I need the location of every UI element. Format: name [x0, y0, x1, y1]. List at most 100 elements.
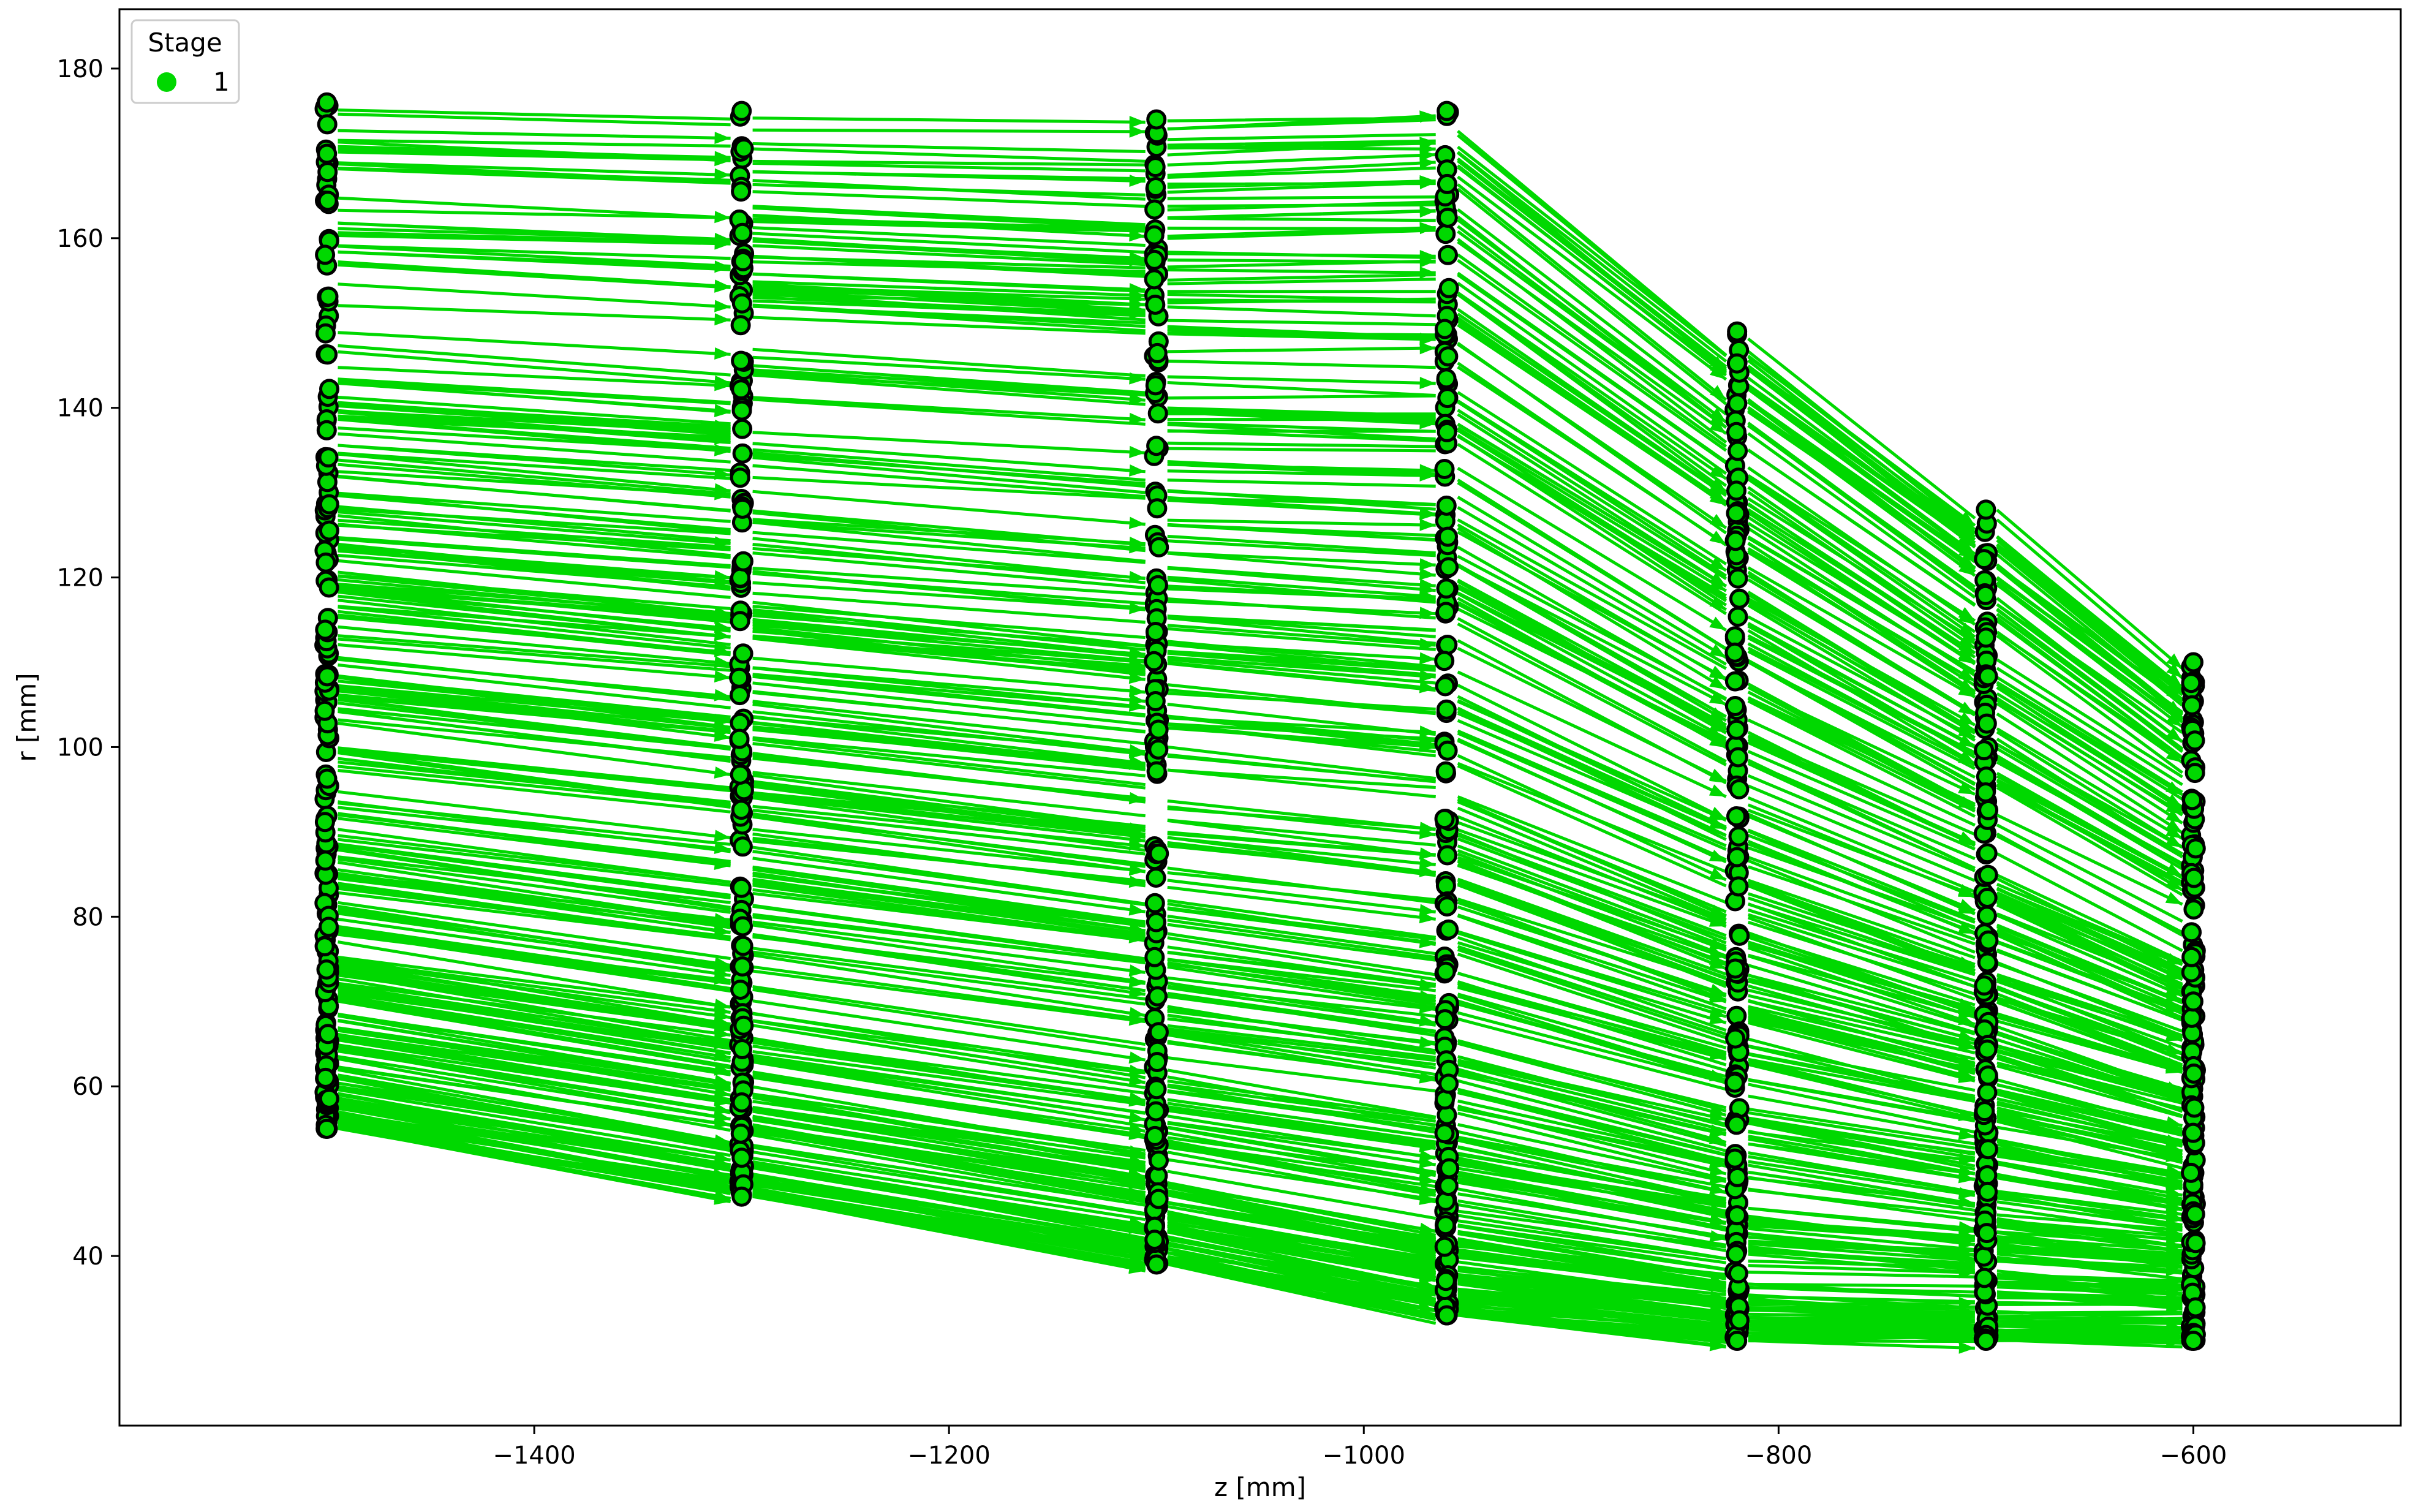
hit-node [1147, 498, 1168, 519]
hit-node [731, 181, 752, 202]
hit-node [730, 611, 750, 632]
hit-node [1148, 719, 1169, 740]
hit-node [1146, 1254, 1167, 1275]
hit-node [2185, 730, 2205, 751]
hit-node [1724, 642, 1745, 663]
hit-node [1435, 676, 1456, 697]
hit-node [1434, 1123, 1455, 1144]
hit-node [1724, 671, 1745, 692]
hit-node [731, 1147, 752, 1168]
hit-node [318, 447, 339, 468]
hit-node [315, 619, 336, 640]
hit-node [1145, 691, 1166, 711]
hit-node [1729, 925, 1750, 946]
hit-node [1975, 584, 1996, 605]
hit-node [317, 344, 338, 365]
layer-nodes [1144, 109, 1169, 1275]
hit-node [315, 850, 336, 871]
hit-node [1435, 1271, 1456, 1291]
hit-node [733, 936, 753, 956]
hit-node [1148, 1150, 1169, 1171]
hit-node [314, 700, 335, 721]
hit-node [317, 1118, 338, 1139]
hit-node [731, 379, 752, 400]
hit-node [733, 916, 753, 937]
x-tick-label: −1000 [1323, 1442, 1405, 1470]
hit-node [1726, 847, 1747, 868]
hit-node [1438, 1176, 1459, 1196]
hit-node [317, 92, 338, 113]
hit-node [1144, 249, 1165, 270]
layer-nodes [1724, 321, 1750, 1351]
hit-node [1726, 1114, 1747, 1135]
hit-node [319, 520, 339, 541]
hit-node [1438, 346, 1459, 367]
hit-node [1145, 294, 1166, 315]
hit-node [730, 764, 750, 785]
arrowheads [1419, 110, 1436, 1314]
x-axis-label: z [mm] [1214, 1472, 1306, 1502]
hit-node [1147, 342, 1168, 363]
hit-node [1726, 503, 1746, 524]
hit-node [1144, 947, 1165, 967]
legend-label: 1 [213, 67, 230, 97]
hit-node [1728, 607, 1748, 627]
hit-node [1977, 1165, 1998, 1185]
hit-node [1976, 1223, 1997, 1244]
y-tick-label: 60 [72, 1073, 104, 1101]
y-tick-label: 180 [57, 55, 104, 83]
hit-node [729, 728, 750, 749]
hit-node [1434, 319, 1455, 339]
hit-node [732, 418, 753, 439]
hit-node [1726, 1205, 1747, 1226]
hit-node [730, 980, 751, 1000]
hit-node [1144, 269, 1165, 290]
hit-node [732, 443, 753, 464]
hit-node [317, 472, 338, 493]
hit-node [319, 577, 339, 598]
hit-node [1435, 1215, 1456, 1236]
hit-node [1149, 537, 1169, 558]
hit-node [731, 877, 752, 898]
hit-node [1726, 719, 1747, 740]
hit-node [1145, 375, 1166, 396]
hit-node [2181, 947, 2202, 967]
plot-area [314, 92, 2206, 1354]
layer-nodes [1434, 100, 1460, 1326]
hit-node [733, 643, 753, 664]
hit-node [1976, 713, 1997, 734]
y-tick-label: 140 [57, 395, 104, 423]
hit-node [1974, 1101, 1995, 1122]
layer-nodes [314, 92, 339, 1139]
edge-bundle [1167, 114, 1437, 1325]
edge-bundle [752, 116, 1146, 1272]
hit-node [731, 350, 752, 371]
x-tick-label: −800 [1745, 1442, 1812, 1470]
hit-node [1729, 1310, 1750, 1331]
arrowheads [714, 132, 731, 1205]
hit-node [1144, 199, 1165, 220]
hit-node [317, 143, 338, 164]
hit-node [731, 1092, 752, 1113]
hit-node [1726, 1244, 1746, 1264]
hit-node [318, 286, 339, 307]
hit-node [1977, 1082, 1998, 1103]
hit-node [1146, 868, 1166, 888]
hit-node [1438, 526, 1458, 547]
hit-node [2182, 790, 2202, 811]
hit-node [1145, 622, 1166, 642]
layer-nodes [2181, 652, 2206, 1351]
hit-node [1435, 961, 1456, 982]
hit-node [1976, 627, 1996, 648]
hit-node [1438, 244, 1458, 265]
x-tick-label: −1200 [908, 1442, 991, 1470]
y-axis-label: r [mm] [12, 673, 42, 762]
hit-node [1436, 368, 1457, 389]
hit-node [733, 1015, 754, 1036]
hit-node [315, 244, 336, 265]
x-tick-label: −1400 [493, 1442, 575, 1470]
hit-node [319, 494, 339, 515]
hit-node [1147, 403, 1168, 424]
hit-node [731, 293, 752, 314]
hit-node [1974, 975, 1995, 996]
